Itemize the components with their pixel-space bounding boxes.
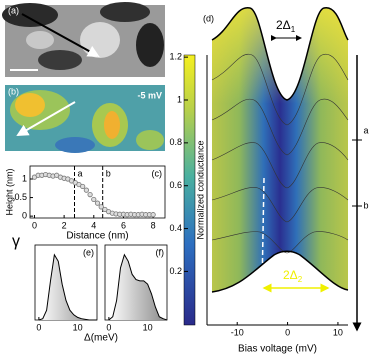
- trace-label: b: [363, 200, 368, 210]
- x-tick-label: 10: [73, 322, 83, 332]
- plot-frame: [29, 165, 166, 219]
- x-tick-label: 0: [32, 220, 37, 230]
- y-axis-label: Normalized conductance: [195, 140, 205, 239]
- x-tick-label: 10: [333, 327, 343, 337]
- marker-label: b: [106, 168, 111, 178]
- gap-text: 2Δ: [283, 268, 298, 282]
- data-point: [102, 206, 108, 213]
- marker-label: a: [78, 168, 83, 178]
- panel-label: (b): [8, 86, 19, 96]
- line: [38, 253, 97, 321]
- conductance-map: [5, 85, 165, 153]
- gamma-label: γ: [12, 233, 20, 250]
- x-tick-label: 0: [106, 322, 111, 332]
- data-point: [150, 212, 156, 218]
- area: [108, 254, 167, 320]
- x-tick-label: -10: [231, 327, 244, 337]
- data-point: [80, 183, 86, 190]
- data-point: [87, 192, 93, 198]
- y-tick-label: 0.6: [169, 180, 182, 190]
- panel-label: (d): [203, 13, 214, 23]
- gap-sub: 2: [298, 275, 303, 284]
- x-axis-label: Δ(meV): [84, 333, 118, 344]
- line: [108, 253, 168, 321]
- x-tick-label: 0: [36, 322, 41, 332]
- x-tick-label: 6: [121, 220, 126, 230]
- y-tick-label: 1: [22, 173, 27, 183]
- x-tick-label: 4: [91, 220, 96, 230]
- gap-sub: 1: [291, 25, 296, 34]
- trace-label: a: [363, 125, 368, 135]
- y-tick-label: 0.2: [169, 266, 182, 276]
- data-point: [83, 187, 89, 193]
- y-tick-label: 0.5: [14, 192, 27, 202]
- data-point: [91, 196, 97, 203]
- colorbar: [183, 54, 196, 326]
- waterfall-spectra: [211, 7, 362, 332]
- x-axis-label: Distance (nm): [66, 231, 128, 242]
- x-tick-label: 10: [143, 322, 153, 332]
- y-tick-label: 0.8: [169, 137, 182, 147]
- panel-label: (e): [83, 247, 94, 257]
- x-axis-label: Bias voltage (mV): [238, 344, 317, 355]
- x-tick-label: 2: [62, 220, 67, 230]
- panel-label: (f): [156, 247, 165, 257]
- area: [38, 254, 97, 320]
- y-tick-label: 0: [22, 211, 27, 221]
- y-tick-label: 0.4: [169, 223, 182, 233]
- gap-annotation: 2Δ1: [276, 18, 296, 34]
- panel-label: (a): [8, 5, 19, 15]
- gap-text: 2Δ: [276, 18, 291, 32]
- data-point: [98, 204, 104, 210]
- stm-image: [2, 2, 165, 77]
- x-tick-label: 8: [151, 220, 156, 230]
- y-tick-label: 1: [177, 94, 182, 104]
- bias-note: -5 mV: [137, 90, 162, 100]
- gap-annotation: 2Δ2: [283, 268, 303, 284]
- data-point: [94, 200, 101, 206]
- x-tick-label: 0: [285, 327, 290, 337]
- panel-label: (c): [152, 168, 163, 178]
- y-tick-label: 1.2: [169, 52, 182, 62]
- y-axis-label: Height (nm): [4, 168, 14, 215]
